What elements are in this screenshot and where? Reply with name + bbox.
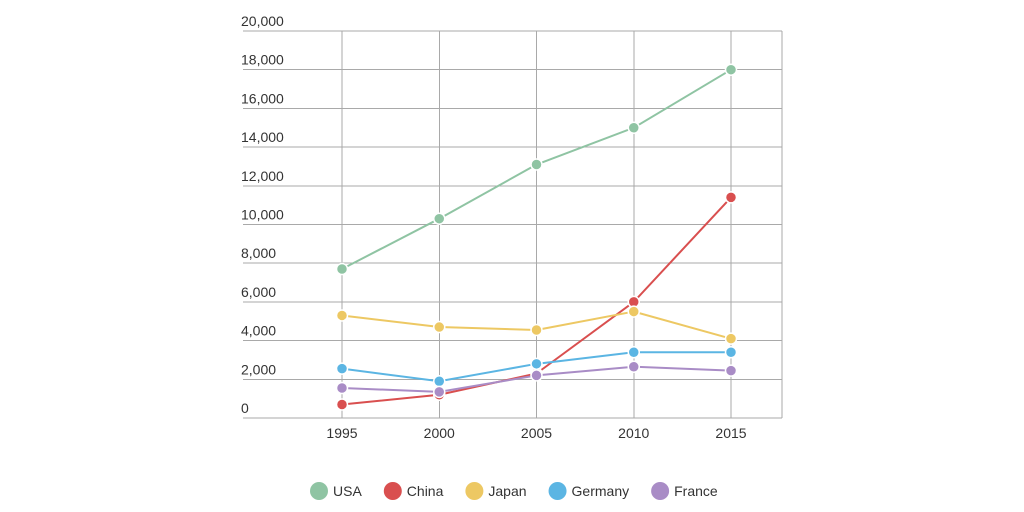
data-point[interactable] [627,345,640,359]
series-group [335,63,738,411]
data-point[interactable] [627,305,640,318]
data-point[interactable] [335,309,349,322]
legend-label: Japan [488,483,526,499]
legend: USA China Japan Germany France [310,482,718,500]
data-point[interactable] [627,121,640,134]
legend-marker [383,482,402,500]
legend-label: China [407,483,444,499]
data-point[interactable] [724,364,738,377]
y-tick-label: 2,000 [241,361,276,377]
legend-item-usa[interactable]: USA [310,482,362,500]
legend-marker [548,482,567,500]
data-point[interactable] [433,212,446,225]
series-usa [335,63,738,276]
x-tick-label: 2015 [715,425,746,441]
data-point[interactable] [335,381,349,395]
y-tick-label: 6,000 [241,284,276,300]
legend-label: Germany [572,483,630,499]
y-tick-label: 14,000 [241,129,284,145]
y-tick-label: 8,000 [241,245,276,261]
data-point[interactable] [530,323,543,337]
y-tick-label: 12,000 [241,168,284,184]
data-point[interactable] [433,320,446,334]
x-tick-label: 2000 [424,425,455,441]
y-tick-label: 16,000 [241,90,284,106]
x-tick-label: 2010 [618,425,649,441]
data-point[interactable] [724,332,738,345]
grid [243,30,783,419]
series-france [335,360,738,399]
x-tick-label: 2005 [521,425,552,441]
legend-item-japan[interactable]: Japan [465,482,527,500]
y-tick-label: 18,000 [241,52,284,68]
legend-item-france[interactable]: France [651,482,718,500]
data-point[interactable] [724,191,738,204]
y-tick-label: 0 [241,400,249,416]
y-tick-label: 20,000 [241,13,284,29]
data-point[interactable] [724,345,738,359]
series-japan [335,305,738,345]
data-point[interactable] [433,374,446,388]
data-point[interactable] [335,262,349,276]
x-tick-label: 1995 [326,425,357,441]
data-point[interactable] [530,357,543,371]
data-point[interactable] [627,360,640,373]
x-axis-ticks: 1995 2000 2005 2010 2015 [326,425,746,441]
legend-marker [310,482,328,500]
data-point[interactable] [335,398,349,411]
y-tick-label: 10,000 [241,207,284,223]
data-point[interactable] [335,362,349,375]
legend-item-germany[interactable]: Germany [548,482,630,500]
y-axis-ticks: 0 2,000 4,000 6,000 8,000 10,000 12,000 14,000 1… [241,13,284,416]
series-germany [335,345,738,388]
legend-item-china[interactable]: China [383,482,444,500]
data-point[interactable] [530,369,543,382]
legend-label: USA [333,483,362,499]
legend-marker [651,482,670,500]
y-tick-label: 4,000 [241,323,276,339]
data-point[interactable] [530,158,543,171]
legend-label: France [674,483,718,499]
data-point[interactable] [433,385,446,399]
data-point[interactable] [724,63,738,76]
legend-marker [465,482,484,500]
